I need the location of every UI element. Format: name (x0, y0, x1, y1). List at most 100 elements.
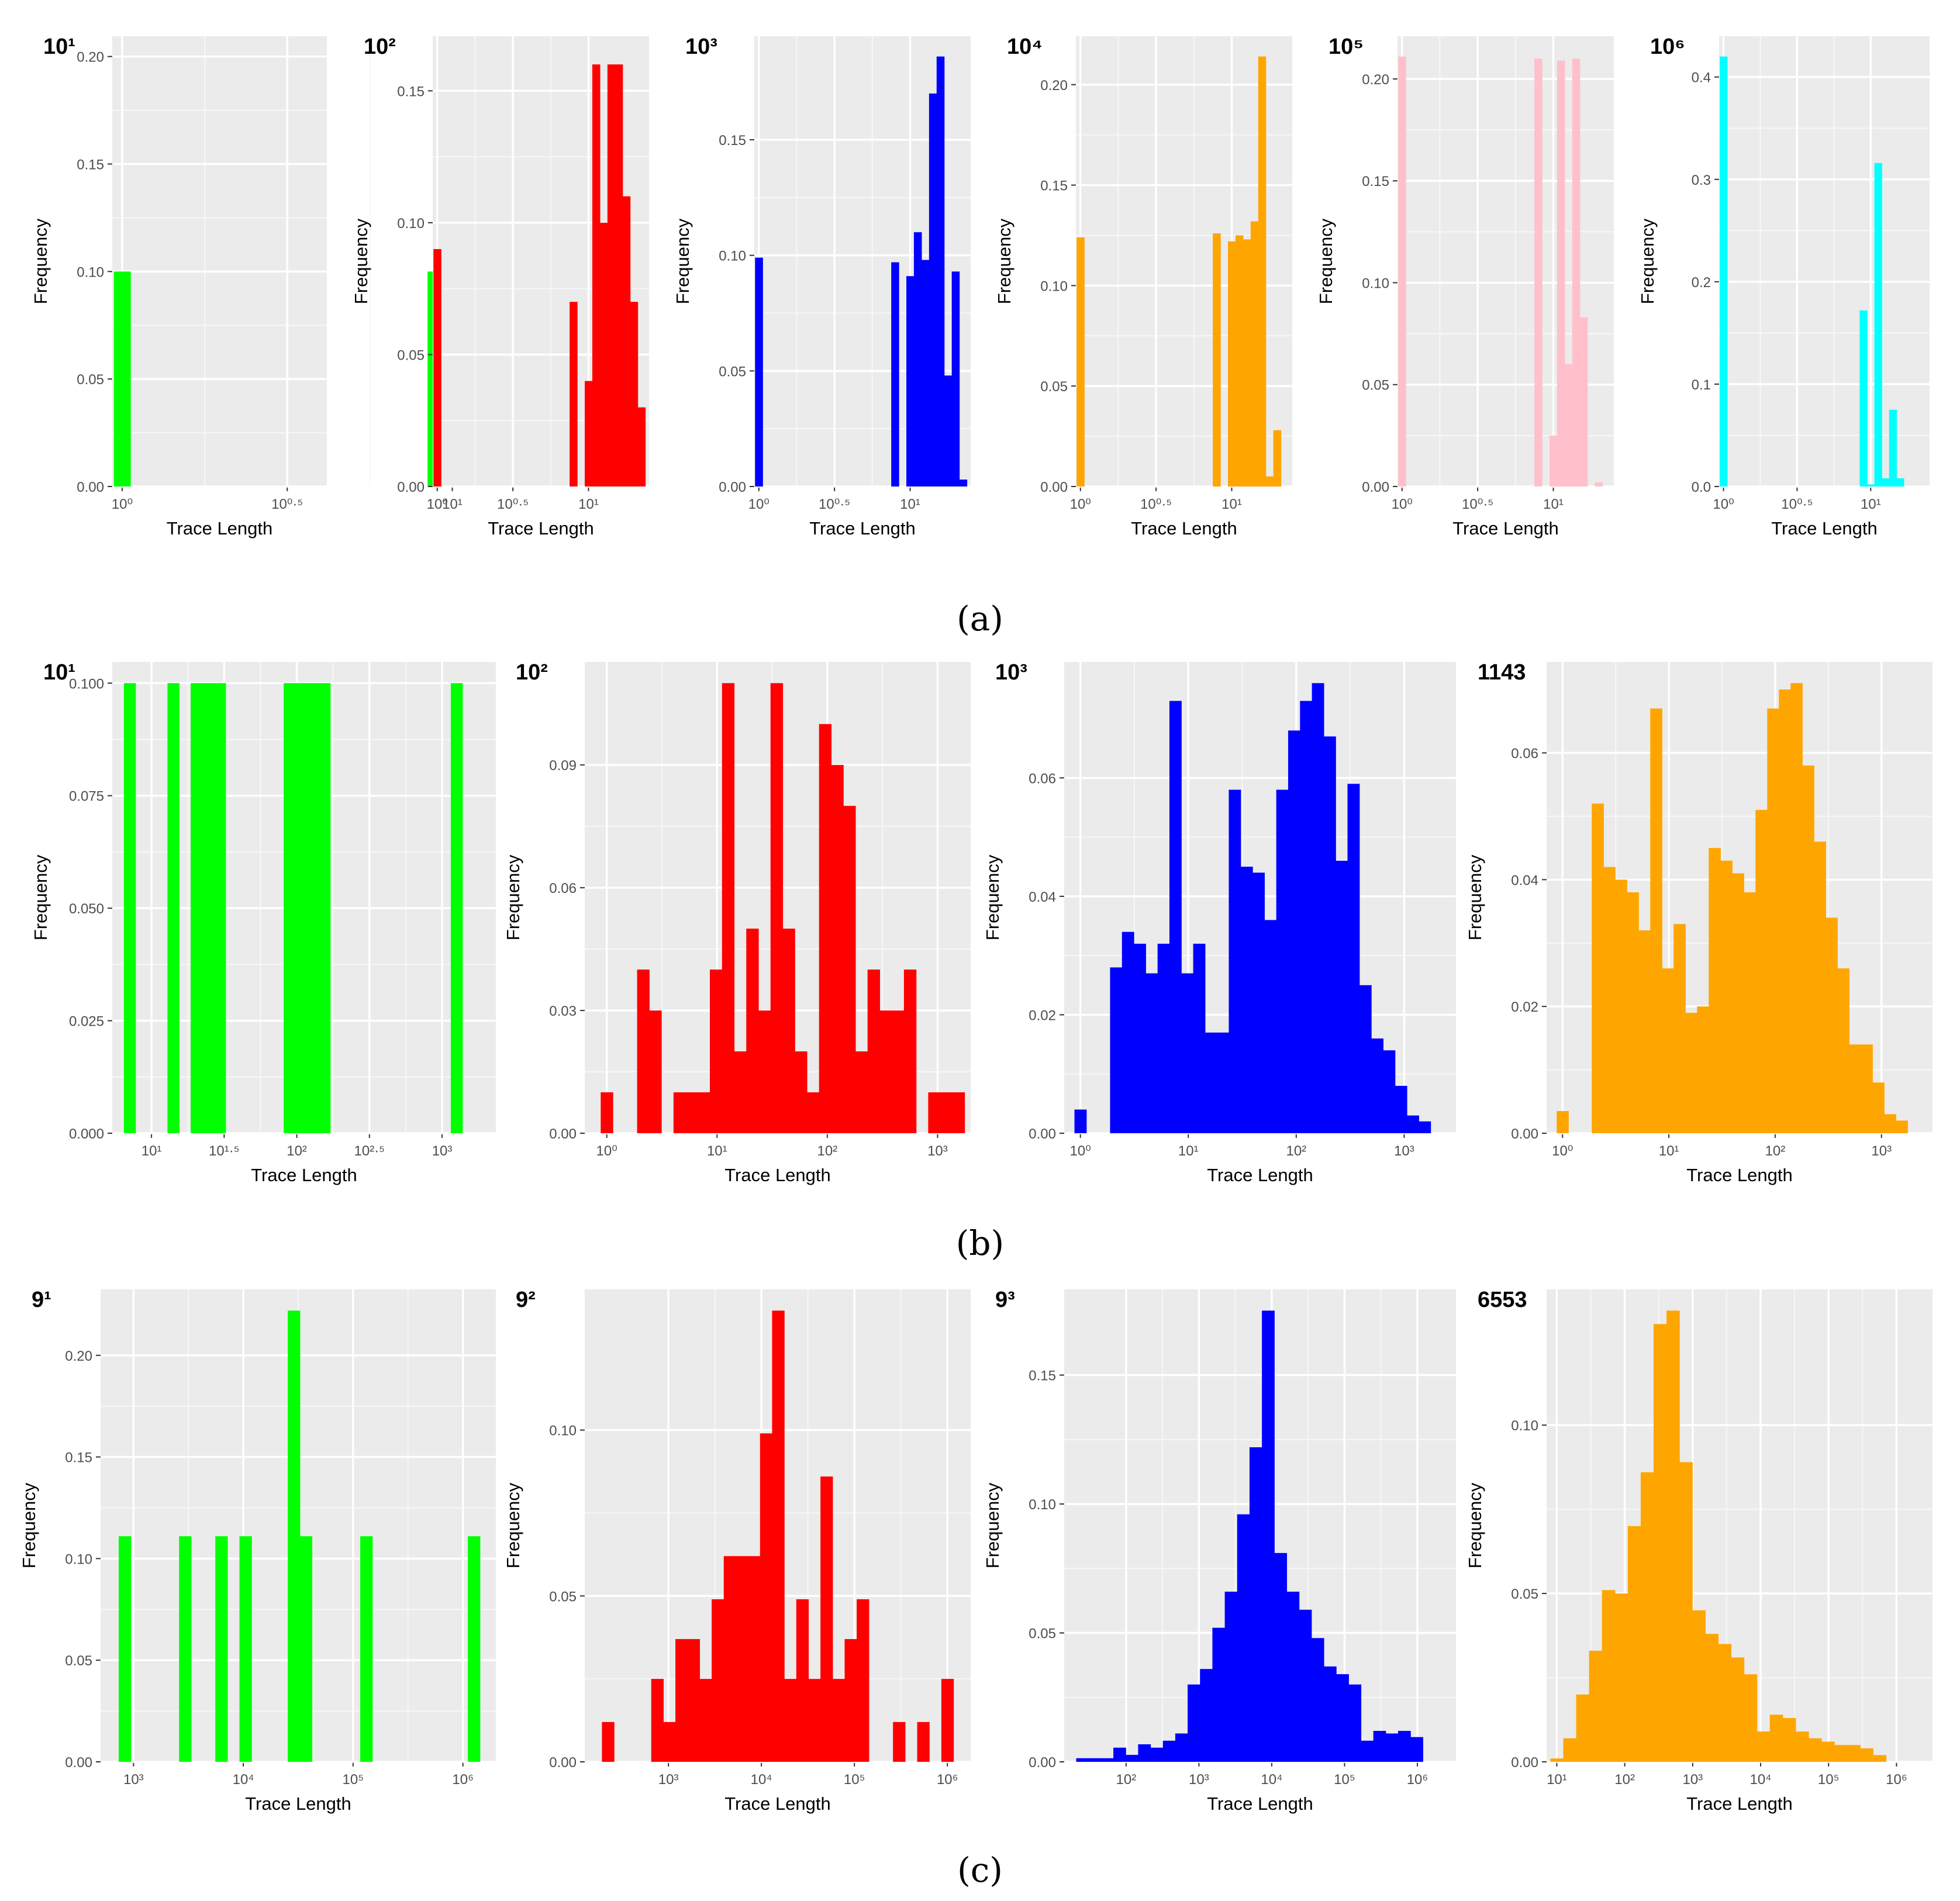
histogram-bar (1579, 317, 1588, 487)
x-tick-label: 10⁰·⁵ (1462, 496, 1493, 512)
y-tick-label: 0.05 (1511, 1586, 1538, 1602)
x-tick-label: 10⁰·⁵ (271, 496, 303, 512)
histogram-bar (585, 381, 593, 487)
y-tick-label: 0.05 (1029, 1626, 1056, 1642)
x-tick-label: 10⁰ (112, 496, 133, 512)
x-tick-label: 10² (1116, 1772, 1137, 1788)
histogram-bar (1627, 1526, 1641, 1762)
y-tick-label: 0.10 (549, 1423, 577, 1439)
histogram-bar (1847, 1745, 1861, 1762)
x-tick-label: 10³ (1394, 1143, 1414, 1159)
chart-panel-c4: 10¹ 10² 10³ 10⁴ 10⁵ 10⁶ 0.00 0.05 0.10 Trace Leng… (1465, 1288, 1933, 1814)
histogram-bar (1181, 973, 1194, 1133)
histogram-bar (1592, 803, 1604, 1133)
histogram-bar (1347, 784, 1360, 1133)
histogram-bar (796, 1599, 809, 1762)
y-tick-label: 0.00 (549, 1126, 577, 1142)
histogram-bar (601, 1092, 613, 1133)
histogram-bar (1150, 1747, 1164, 1762)
histogram-bar (239, 1536, 252, 1762)
panels: 10⁰ 10⁰·⁵ 10¹ 0.00 0.05 0.10 0.15 0.20 Trace Len… (19, 34, 1933, 1814)
histogram-bar (1896, 478, 1904, 487)
x-tick-label: 10² (287, 1143, 307, 1159)
histogram-bar (673, 1092, 686, 1133)
y-tick-label: 0.000 (69, 1126, 104, 1142)
histogram-bar (832, 1679, 846, 1762)
histogram-bar (1557, 1111, 1569, 1133)
chart-title: 6553 (1478, 1288, 1527, 1312)
histogram-bar (1274, 1552, 1288, 1762)
histogram-bar (1126, 1755, 1139, 1762)
histogram-bar (299, 1536, 313, 1762)
histogram-bar (1286, 1591, 1300, 1762)
y-tick-label: 0.10 (1511, 1418, 1538, 1434)
histogram-bar (1217, 1032, 1230, 1133)
x-tick-label: 10¹ (578, 496, 599, 512)
histogram-bar (1889, 409, 1897, 487)
histogram-bar (903, 970, 917, 1133)
histogram-bar (284, 683, 296, 1133)
histogram-bar (1638, 930, 1651, 1133)
y-tick-label: 0.20 (77, 50, 104, 65)
histogram-bar (699, 1679, 712, 1762)
y-tick-label: 0.15 (77, 157, 104, 172)
chart-title: 10³ (685, 34, 717, 59)
histogram-bar (1860, 1748, 1873, 1762)
y-tick-label: 0.05 (1362, 378, 1389, 394)
y-tick-label: 0.10 (65, 1551, 92, 1567)
x-tick-label: 10⁰·⁵ (1140, 496, 1172, 512)
x-axis-label: Trace Length (1131, 518, 1237, 539)
y-tick-label: 0.06 (1511, 746, 1538, 762)
y-tick-label: 0.06 (549, 881, 577, 896)
y-tick-label: 0.00 (1511, 1126, 1538, 1142)
histogram-bar (1229, 789, 1241, 1133)
histogram-bar (1383, 1050, 1396, 1133)
histogram-bar (936, 56, 945, 487)
histogram-bar (167, 683, 180, 1133)
histogram-bar (1732, 873, 1744, 1133)
histogram-bar (1755, 810, 1768, 1133)
histogram-bar (1407, 1115, 1419, 1133)
y-tick-label: 0.02 (1511, 999, 1538, 1015)
histogram-bar (795, 1051, 808, 1133)
y-tick-label: 0.025 (69, 1014, 104, 1030)
chart-title: 9² (516, 1288, 536, 1312)
histogram-bar (113, 271, 131, 487)
chart-panel-b3: 10⁰ 10¹ 10² 10³ 0.00 0.02 0.04 0.06 Trace Length… (982, 660, 1456, 1185)
x-tick-label: 10³ (123, 1772, 144, 1788)
histogram-bar (1614, 1593, 1628, 1762)
histogram-bar (1697, 1006, 1709, 1133)
histogram-bar (917, 1721, 930, 1762)
x-tick-label: 10⁰ (1070, 1143, 1091, 1159)
histogram-bar (1849, 1044, 1861, 1133)
histogram-bar (1373, 1731, 1386, 1762)
histogram-bar (1323, 1666, 1337, 1762)
x-tick-label: 10¹ (1547, 1772, 1567, 1788)
histogram-bar (295, 683, 308, 1133)
plot-background (1719, 36, 1930, 487)
x-tick-label: 10⁰ (1070, 496, 1091, 512)
chart-title: 9³ (995, 1288, 1015, 1312)
histogram-bar (1572, 58, 1581, 487)
histogram-bar (213, 683, 226, 1133)
histogram-bar (1311, 1638, 1324, 1762)
x-tick-label: 10⁴ (1261, 1772, 1282, 1788)
histogram-bar (1252, 872, 1265, 1133)
y-tick-label: 0.00 (397, 479, 425, 495)
histogram-bar (1882, 478, 1890, 487)
y-tick-label: 0.10 (77, 264, 104, 280)
x-tick-label: 10⁰ (427, 496, 448, 512)
histogram-bar (1371, 1038, 1384, 1133)
x-axis-label: Trace Length (245, 1793, 351, 1814)
histogram-bar (1744, 892, 1756, 1133)
x-axis-label: Trace Length (724, 1165, 831, 1185)
histogram-bar (748, 1556, 761, 1762)
y-tick-label: 0.0 (1692, 479, 1711, 495)
histogram-bar (808, 1679, 821, 1762)
y-tick-label: 0.05 (1040, 379, 1068, 395)
histogram-bar (1113, 1747, 1126, 1762)
histogram-bar (1673, 924, 1686, 1133)
x-tick-label: 10³ (1871, 1143, 1892, 1159)
histogram-bar (1615, 879, 1627, 1133)
x-tick-label: 10⁴ (751, 1772, 772, 1788)
